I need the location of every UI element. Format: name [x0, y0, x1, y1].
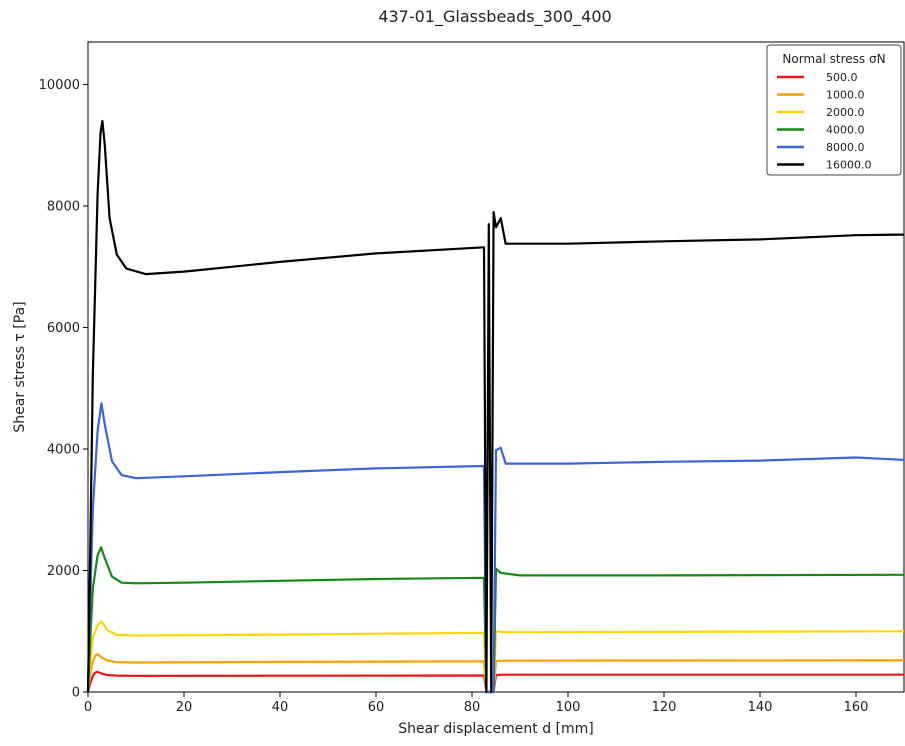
x-tick-label: 0 [84, 700, 92, 715]
y-tick-label: 8000 [47, 200, 80, 215]
x-axis-ticks: 0 20 40 60 80 100 120 140 160 [84, 692, 869, 715]
plot-lines [86, 119, 905, 694]
x-tick-label: 20 [176, 700, 193, 715]
y-axis-title: Shear stress τ [Pa] [12, 301, 28, 432]
series-line-4000.0 [86, 546, 905, 694]
chart-title: 437-01_Glassbeads_300_400 [378, 7, 611, 27]
series-line-16000.0 [86, 119, 905, 694]
legend-label: 2000.0 [826, 106, 865, 119]
y-tick-label: 10000 [39, 78, 80, 93]
y-tick-label: 4000 [47, 443, 80, 458]
x-axis-title: Shear displacement d [mm] [398, 721, 594, 737]
y-axis-ticks: 0 2000 4000 6000 8000 10000 [39, 78, 88, 701]
legend-label: 4000.0 [826, 124, 865, 137]
y-tick-label: 2000 [47, 564, 80, 579]
plot-frame [87, 41, 905, 693]
y-tick-label: 6000 [47, 321, 80, 336]
x-tick-label: 120 [652, 700, 677, 715]
x-tick-label: 80 [464, 700, 481, 715]
legend-label: 500.0 [826, 71, 858, 84]
legend: Normal stress σN 500.0 1000.0 2000.0 4000.0… [766, 44, 902, 176]
x-tick-label: 160 [844, 700, 869, 715]
x-tick-label: 40 [272, 700, 289, 715]
y-tick-label: 0 [72, 686, 80, 701]
x-tick-label: 140 [748, 700, 773, 715]
series-line-500.0 [86, 670, 904, 694]
legend-label: 8000.0 [826, 141, 865, 154]
series-line-8000.0 [86, 402, 905, 694]
x-tick-label: 100 [556, 700, 581, 715]
legend-title: Normal stress σN [782, 52, 885, 66]
legend-label: 16000.0 [826, 159, 872, 172]
series-line-1000.0 [86, 653, 905, 694]
x-tick-label: 60 [368, 700, 385, 715]
legend-items: 500.0 1000.0 2000.0 4000.0 8000.0 16000.0 [777, 71, 872, 172]
legend-label: 1000.0 [826, 89, 865, 102]
series-line-2000.0 [86, 620, 905, 694]
